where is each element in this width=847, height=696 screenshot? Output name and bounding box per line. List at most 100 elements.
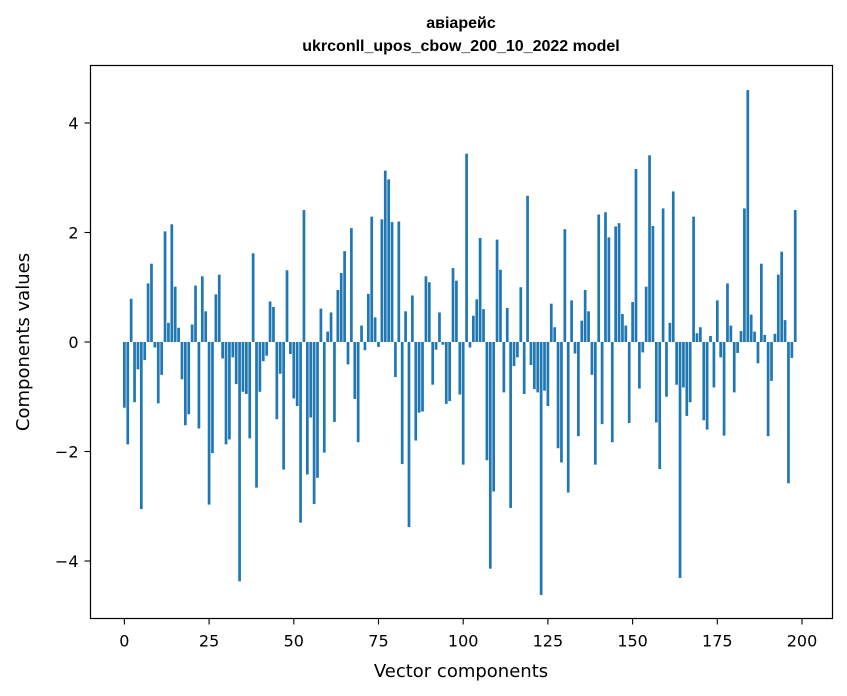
bar bbox=[753, 331, 756, 342]
bar bbox=[722, 342, 726, 436]
bar bbox=[123, 342, 126, 408]
bar bbox=[461, 342, 465, 465]
bar bbox=[143, 342, 147, 361]
bar bbox=[336, 289, 340, 342]
bar bbox=[654, 342, 658, 423]
bar bbox=[424, 276, 428, 342]
y-axis-label: Components values bbox=[13, 253, 34, 431]
axis-ticks-group: 0 25 50 75 100 125 150 175 200 −4 −2 0 2 4 bbox=[55, 114, 817, 651]
bar bbox=[207, 342, 211, 505]
bar bbox=[343, 251, 346, 342]
bar bbox=[383, 170, 387, 342]
bar bbox=[411, 295, 414, 342]
bar bbox=[339, 273, 343, 342]
bar bbox=[448, 342, 451, 402]
bar bbox=[363, 342, 367, 351]
bar bbox=[519, 287, 523, 342]
bar bbox=[668, 322, 672, 342]
bar bbox=[627, 342, 631, 424]
bar bbox=[651, 225, 655, 342]
bar bbox=[682, 342, 685, 388]
bar bbox=[153, 342, 157, 348]
bar bbox=[600, 342, 604, 425]
bar bbox=[495, 239, 499, 342]
bar bbox=[468, 342, 472, 348]
bar bbox=[417, 342, 421, 413]
bar bbox=[607, 237, 611, 342]
bar bbox=[214, 294, 218, 342]
bar bbox=[590, 342, 594, 375]
bar bbox=[245, 342, 248, 395]
bar bbox=[136, 342, 140, 370]
bar bbox=[749, 314, 753, 342]
bar bbox=[549, 303, 553, 342]
bar bbox=[272, 306, 275, 342]
bar bbox=[793, 210, 797, 342]
bar bbox=[390, 222, 394, 342]
bar bbox=[305, 342, 309, 475]
bar bbox=[197, 342, 201, 429]
bar bbox=[705, 342, 709, 430]
bar bbox=[532, 342, 536, 390]
bar bbox=[499, 269, 502, 342]
bar bbox=[221, 342, 224, 359]
bar bbox=[526, 195, 529, 342]
bar bbox=[248, 342, 252, 439]
bar bbox=[638, 342, 641, 389]
bar bbox=[580, 320, 584, 342]
bar bbox=[217, 274, 221, 342]
bar bbox=[685, 342, 689, 416]
bar bbox=[204, 311, 208, 342]
bar bbox=[621, 314, 624, 342]
bar bbox=[282, 342, 285, 470]
bar bbox=[150, 263, 153, 342]
bar bbox=[790, 342, 794, 358]
bar bbox=[180, 342, 184, 380]
bar bbox=[377, 342, 380, 347]
bar bbox=[692, 216, 695, 342]
bar bbox=[380, 219, 384, 342]
bar bbox=[167, 322, 170, 342]
bar bbox=[702, 342, 706, 421]
bar bbox=[536, 342, 540, 393]
bar bbox=[543, 342, 546, 391]
bar bbox=[360, 325, 363, 342]
bar bbox=[187, 342, 191, 415]
bar bbox=[604, 212, 607, 342]
bar bbox=[404, 311, 407, 342]
bar bbox=[529, 342, 533, 365]
bar bbox=[766, 342, 770, 437]
bar bbox=[648, 155, 651, 342]
bar bbox=[773, 333, 777, 342]
bar bbox=[295, 342, 299, 407]
bar bbox=[746, 90, 750, 342]
bar bbox=[539, 342, 543, 595]
bar bbox=[238, 342, 241, 582]
bar bbox=[194, 285, 197, 342]
x-tick-label: 0 bbox=[119, 632, 129, 651]
bar bbox=[255, 342, 258, 488]
bar bbox=[129, 298, 133, 342]
chart-title: авіарейс bbox=[426, 15, 496, 32]
bar bbox=[234, 342, 238, 385]
bar bbox=[675, 342, 678, 385]
bar bbox=[573, 342, 577, 354]
x-tick-label: 100 bbox=[448, 632, 479, 651]
bar bbox=[173, 286, 177, 342]
bar bbox=[610, 342, 614, 443]
bar bbox=[505, 308, 509, 342]
bar bbox=[427, 282, 431, 342]
bar bbox=[177, 327, 180, 342]
bar bbox=[631, 302, 634, 342]
bar bbox=[492, 342, 496, 492]
y-tick-label: −2 bbox=[55, 443, 79, 462]
bar bbox=[133, 342, 136, 403]
x-tick-label: 200 bbox=[787, 632, 818, 651]
bar bbox=[316, 342, 319, 478]
bar bbox=[617, 223, 621, 342]
bar bbox=[661, 208, 665, 342]
bar bbox=[228, 342, 231, 440]
bar bbox=[502, 342, 506, 393]
bar bbox=[333, 342, 336, 422]
